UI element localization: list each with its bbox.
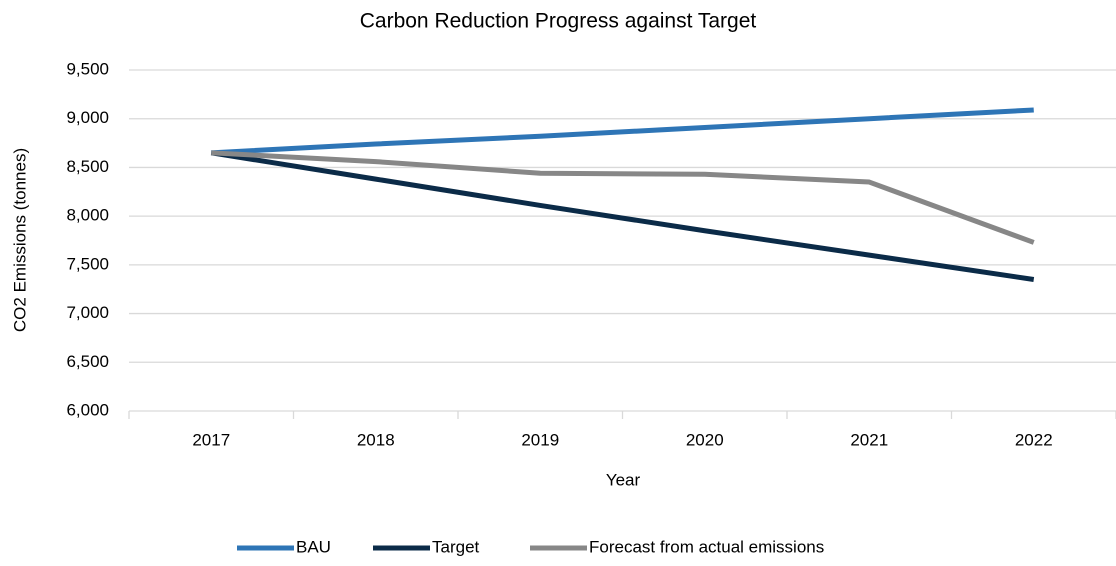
y-tick-label: 9,500 bbox=[66, 59, 109, 78]
x-tick-label: 2022 bbox=[1015, 430, 1053, 449]
x-tick-label: 2020 bbox=[686, 430, 724, 449]
x-tick-label: 2018 bbox=[357, 430, 395, 449]
x-tick-label: 2019 bbox=[521, 430, 559, 449]
legend-label: Forecast from actual emissions bbox=[589, 537, 824, 556]
x-axis-label: Year bbox=[606, 470, 641, 489]
y-tick-label: 7,500 bbox=[66, 254, 109, 273]
chart-title: Carbon Reduction Progress against Target bbox=[360, 10, 757, 33]
legend-label: BAU bbox=[296, 537, 331, 556]
y-tick-label: 6,500 bbox=[66, 352, 109, 371]
x-tick-label: 2017 bbox=[192, 430, 230, 449]
y-tick-label: 9,000 bbox=[66, 108, 109, 127]
y-tick-label: 7,000 bbox=[66, 303, 109, 322]
y-axis-label: CO2 Emissions (tonnes) bbox=[10, 148, 29, 332]
x-tick-label: 2021 bbox=[850, 430, 888, 449]
line-series bbox=[211, 107, 1034, 156]
y-tick-label: 8,500 bbox=[66, 157, 109, 176]
line-series bbox=[210, 150, 1035, 282]
legend-label: Target bbox=[432, 537, 480, 556]
line-series bbox=[211, 150, 1035, 245]
y-tick-label: 8,000 bbox=[66, 206, 109, 225]
y-tick-label: 6,000 bbox=[66, 400, 109, 419]
